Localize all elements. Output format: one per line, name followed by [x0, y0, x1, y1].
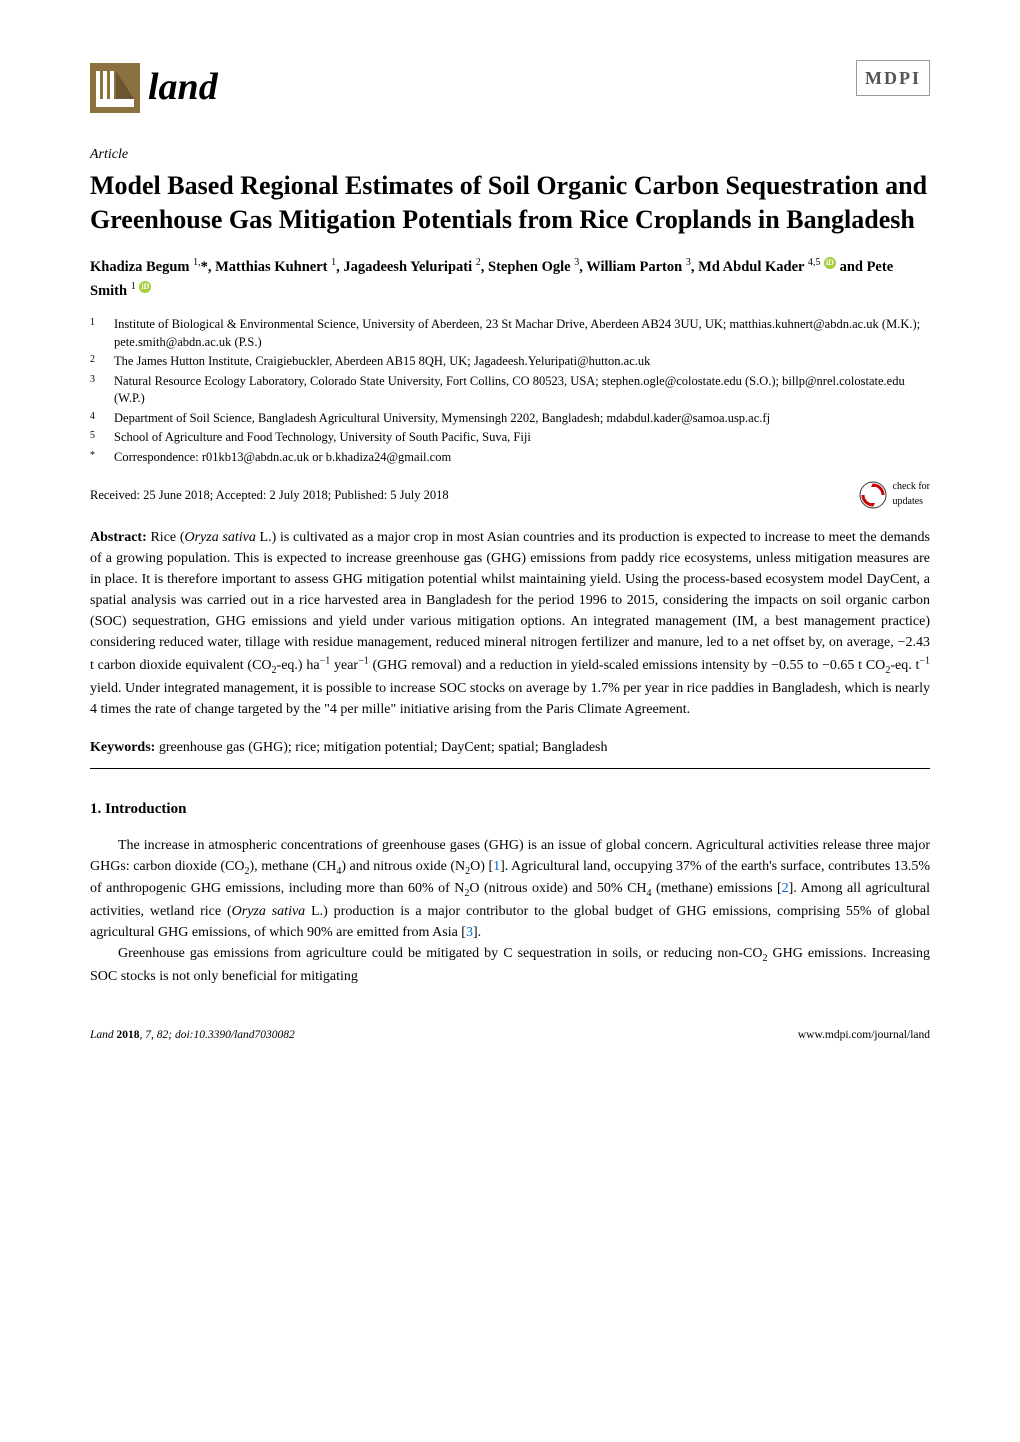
- footer-citation: Land 2018, 7, 82; doi:10.3390/land703008…: [90, 1027, 295, 1044]
- paragraph: Greenhouse gas emissions from agricultur…: [90, 943, 930, 987]
- paragraph: The increase in atmospheric concentratio…: [90, 835, 930, 944]
- affiliation-item: 4Department of Soil Science, Bangladesh …: [114, 410, 930, 428]
- article-title: Model Based Regional Estimates of Soil O…: [90, 169, 930, 237]
- footer-url: www.mdpi.com/journal/land: [798, 1027, 930, 1044]
- mdpi-logo: MDPI: [856, 60, 930, 96]
- journal-name: land: [148, 60, 218, 115]
- section-divider: [90, 768, 930, 769]
- abstract-text: Rice (Oryza sativa L.) is cultivated as …: [90, 530, 930, 716]
- affiliation-num: 2: [90, 353, 95, 367]
- affiliation-text: Institute of Biological & Environmental …: [114, 317, 920, 349]
- affiliation-num: 4: [90, 410, 95, 424]
- affiliation-text: School of Agriculture and Food Technolog…: [114, 430, 531, 444]
- affiliation-num: 5: [90, 429, 95, 443]
- received-dates: Received: 25 June 2018; Accepted: 2 July…: [90, 486, 449, 504]
- abstract-label: Abstract:: [90, 530, 147, 545]
- page-footer: Land 2018, 7, 82; doi:10.3390/land703008…: [90, 1027, 930, 1044]
- keywords-block: Keywords: greenhouse gas (GHG); rice; mi…: [90, 738, 930, 758]
- body-text: The increase in atmospheric concentratio…: [90, 835, 930, 987]
- affiliation-num: 3: [90, 373, 95, 387]
- affiliation-num: *: [90, 449, 95, 463]
- affiliation-item: 3Natural Resource Ecology Laboratory, Co…: [114, 373, 930, 408]
- dates-row: Received: 25 June 2018; Accepted: 2 July…: [90, 480, 930, 509]
- affiliation-item: 5School of Agriculture and Food Technolo…: [114, 429, 930, 447]
- abstract-block: Abstract: Rice (Oryza sativa L.) is cult…: [90, 527, 930, 719]
- affiliation-item: *Correspondence: r01kb13@abdn.ac.uk or b…: [114, 449, 930, 467]
- check-updates-badge[interactable]: check for updates: [859, 480, 930, 509]
- land-logo-icon: [90, 63, 140, 113]
- section-heading: 1. Introduction: [90, 799, 930, 821]
- article-type-label: Article: [90, 145, 930, 165]
- affiliation-text: Correspondence: r01kb13@abdn.ac.uk or b.…: [114, 450, 451, 464]
- affiliation-text: Natural Resource Ecology Laboratory, Col…: [114, 374, 905, 406]
- keywords-label: Keywords:: [90, 740, 155, 755]
- authors-list: Khadiza Begum 1,*, Matthias Kuhnert 1, J…: [90, 255, 930, 302]
- check-updates-icon: [859, 481, 887, 509]
- affiliation-num: 1: [90, 316, 95, 330]
- check-updates-text: check for updates: [893, 480, 930, 509]
- journal-logo-block: land: [90, 60, 218, 115]
- affiliation-text: The James Hutton Institute, Craigiebuckl…: [114, 354, 650, 368]
- affiliation-item: 2The James Hutton Institute, Craigiebuck…: [114, 353, 930, 371]
- affiliation-item: 1Institute of Biological & Environmental…: [114, 316, 930, 351]
- affiliations-block: 1 Institute of Biological & Environmental…: [90, 316, 930, 466]
- keywords-text: greenhouse gas (GHG); rice; mitigation p…: [159, 740, 608, 755]
- header-row: land MDPI: [90, 60, 930, 115]
- affiliation-text: Department of Soil Science, Bangladesh A…: [114, 411, 770, 425]
